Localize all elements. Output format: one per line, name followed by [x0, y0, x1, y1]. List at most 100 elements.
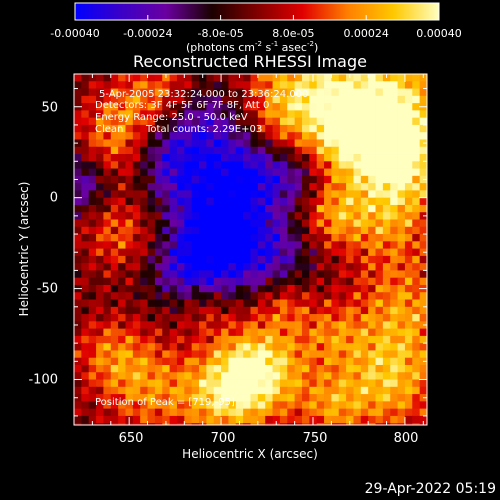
heatmap-cell: [221, 299, 229, 308]
heatmap-cell: [169, 110, 178, 119]
heatmap-cell: [309, 401, 318, 410]
heatmap-cell: [154, 423, 163, 426]
heatmap-cell: [199, 190, 207, 199]
heatmap-cell: [368, 423, 376, 426]
heatmap-cell: [346, 277, 354, 286]
heatmap-cell: [206, 284, 215, 293]
heatmap-cell: [74, 263, 82, 271]
heatmap-cell: [331, 103, 340, 111]
heatmap-cell: [353, 321, 362, 330]
heatmap-cell: [397, 168, 406, 177]
heatmap-cell: [272, 212, 281, 220]
heatmap-cell: [272, 168, 281, 177]
heatmap-cell: [125, 343, 134, 351]
heatmap-cell: [397, 212, 406, 220]
heatmap-cell: [368, 335, 376, 344]
heatmap-cell: [257, 415, 266, 424]
heatmap-cell: [199, 132, 207, 140]
heatmap-cell: [309, 248, 318, 257]
heatmap-cell: [213, 74, 222, 82]
heatmap-cell: [118, 415, 126, 424]
heatmap-cell: [397, 103, 406, 111]
heatmap-cell: [235, 212, 244, 220]
heatmap-cell: [375, 88, 384, 97]
heatmap-cell: [169, 379, 178, 388]
x-tick-label: 750: [302, 431, 328, 446]
heatmap-cell: [390, 364, 398, 373]
heatmap-cell: [257, 103, 266, 111]
heatmap-cell: [74, 168, 82, 177]
heatmap-cell: [147, 284, 156, 293]
heatmap-cell: [360, 110, 369, 119]
heatmap-cell: [279, 263, 288, 271]
heatmap-cell: [228, 357, 237, 366]
heatmap-cell: [331, 197, 340, 206]
heatmap-cell: [184, 328, 193, 337]
heatmap-cell: [213, 357, 222, 366]
heatmap-cell: [184, 161, 193, 169]
heatmap-cell: [397, 139, 406, 148]
heatmap-cell: [206, 219, 215, 228]
heatmap-cell: [338, 183, 347, 191]
heatmap-cell: [294, 241, 303, 249]
heatmap-cell: [176, 270, 185, 279]
heatmap-cell: [265, 212, 273, 220]
heatmap-cell: [412, 372, 421, 380]
heatmap-cell: [103, 277, 112, 286]
heatmap-cell: [199, 161, 207, 169]
heatmap-cell: [257, 357, 266, 366]
heatmap-cell: [294, 95, 303, 104]
heatmap-cell: [243, 154, 251, 162]
heatmap-cell: [375, 219, 384, 228]
heatmap-cell: [294, 161, 303, 169]
heatmap-cell: [235, 401, 244, 410]
heatmap-cell: [88, 226, 97, 235]
heatmap-cell: [228, 423, 237, 426]
heatmap-cell: [221, 219, 229, 228]
heatmap-cell: [96, 81, 104, 89]
heatmap-cell: [96, 183, 104, 191]
heatmap-cell: [316, 132, 325, 140]
heatmap-cell: [199, 139, 207, 148]
heatmap-cell: [397, 357, 406, 366]
heatmap-cell: [206, 394, 215, 402]
heatmap-cell: [191, 263, 200, 271]
heatmap-cell: [176, 139, 185, 148]
heatmap-cell: [125, 284, 134, 293]
heatmap-cell: [235, 132, 244, 140]
heatmap-cell: [147, 292, 156, 300]
heatmap-cell: [279, 415, 288, 424]
heatmap-cell: [96, 335, 104, 344]
heatmap-cell: [110, 154, 119, 162]
heatmap-cell: [279, 299, 288, 308]
heatmap-cell: [346, 175, 354, 184]
heatmap-cell: [206, 154, 215, 162]
heatmap-cell: [184, 255, 193, 264]
heatmap-cell: [331, 234, 340, 242]
heatmap-cell: [243, 139, 251, 148]
heatmap-cell: [338, 401, 347, 410]
heatmap-cell: [162, 408, 170, 417]
heatmap-cell: [140, 386, 148, 395]
heatmap-cell: [169, 124, 178, 133]
heatmap-cell: [257, 110, 266, 119]
heatmap-cell: [287, 277, 296, 286]
heatmap-cell: [169, 299, 178, 308]
heatmap-cell: [346, 95, 354, 104]
heatmap-cell: [360, 364, 369, 373]
heatmap-cell: [88, 154, 97, 162]
heatmap-cell: [235, 241, 244, 249]
heatmap-cell: [206, 350, 215, 359]
heatmap-cell: [412, 183, 421, 191]
heatmap-cell: [397, 248, 406, 257]
heatmap-cell: [81, 372, 90, 380]
heatmap-cell: [228, 168, 237, 177]
heatmap-cell: [243, 299, 251, 308]
heatmap-cell: [118, 103, 126, 111]
heatmap-cell: [147, 117, 156, 126]
heatmap-cell: [125, 103, 134, 111]
heatmap-cell: [324, 146, 332, 155]
heatmap-cell: [199, 270, 207, 279]
heatmap-cell: [96, 161, 104, 169]
heatmap-cell: [228, 132, 237, 140]
